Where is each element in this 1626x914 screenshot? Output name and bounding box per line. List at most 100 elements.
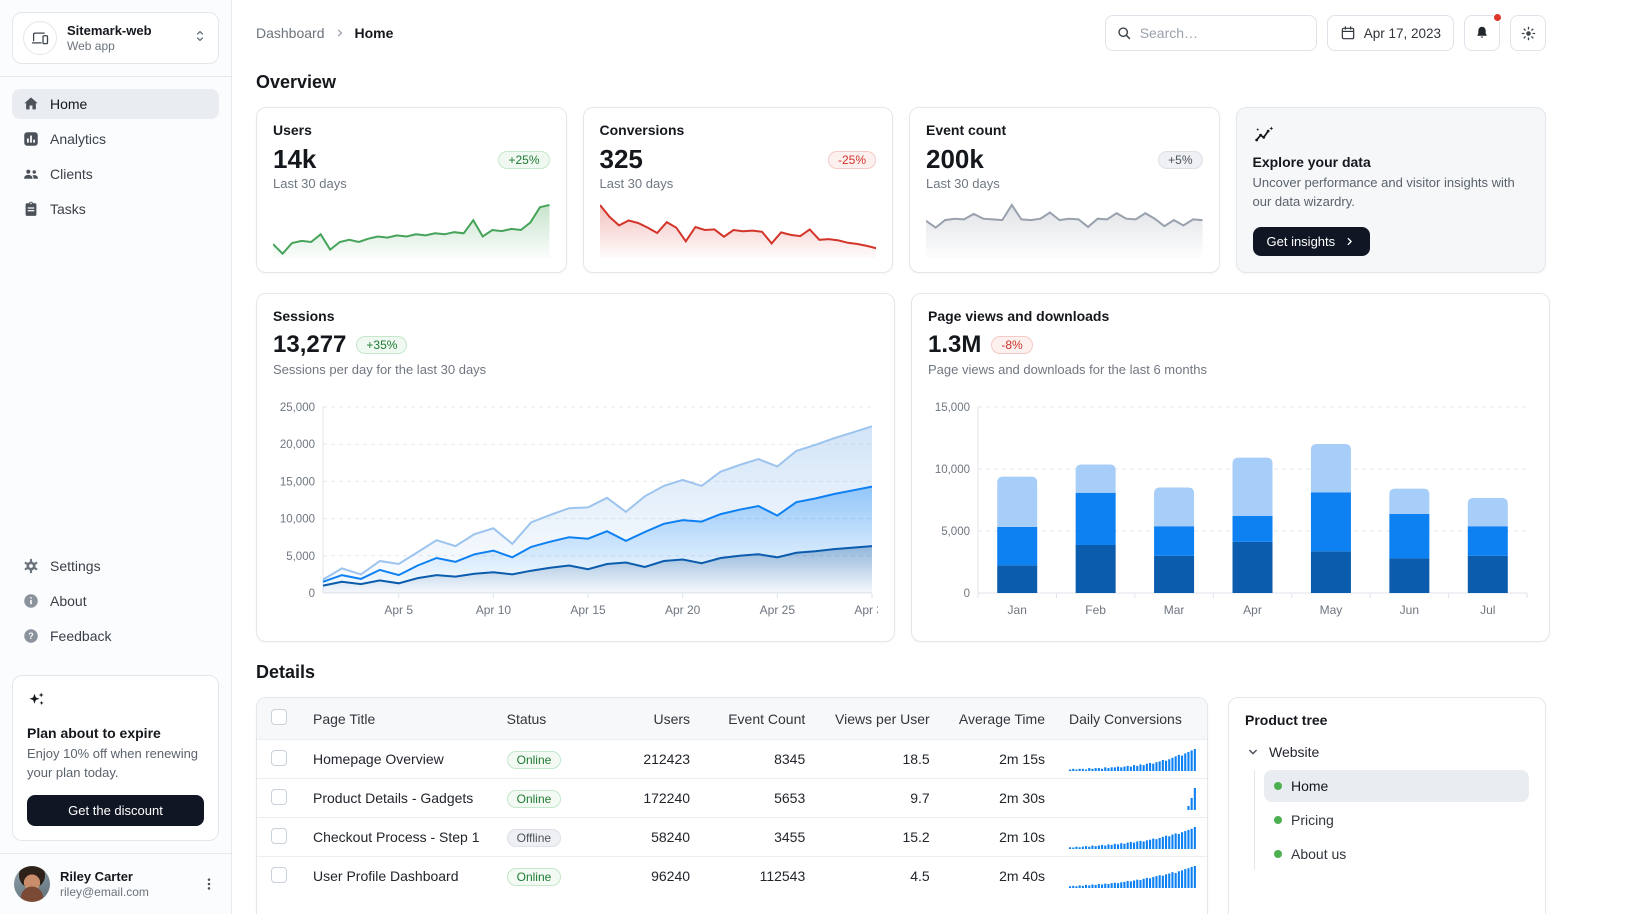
- plan-expiry-card: Plan about to expire Enjoy 10% off when …: [12, 675, 219, 841]
- tree-item-label: About us: [1291, 846, 1347, 862]
- sidebar: Sitemark-web Web app Home Analytics Clie…: [0, 0, 232, 914]
- cell-views-per-user: 15.2: [817, 817, 942, 857]
- sessions-title: Sessions: [273, 308, 335, 324]
- analytics-icon: [22, 130, 40, 148]
- cell-event-count: 3455: [702, 817, 818, 857]
- cell-page-title: Checkout Process - Step 1: [301, 817, 495, 857]
- tree-item-about-us[interactable]: About us: [1264, 838, 1529, 870]
- cell-event-count: 8345: [702, 739, 818, 779]
- users-sparkline: [273, 196, 550, 258]
- tree-bullet-icon: [1274, 782, 1282, 790]
- details-table: Page Title Status Users Event Count View…: [257, 698, 1207, 895]
- breadcrumb-dashboard[interactable]: Dashboard: [256, 25, 325, 41]
- notifications-button[interactable]: [1464, 13, 1502, 51]
- stat-card-value: 325: [599, 144, 643, 174]
- daily-conversions-sparkbars: [1057, 778, 1207, 818]
- user-name: Riley Carter: [60, 868, 133, 884]
- sidebar-item-analytics[interactable]: Analytics: [12, 124, 219, 154]
- plan-card-body: Enjoy 10% off when renewing your plan to…: [27, 746, 199, 781]
- sun-icon: [1520, 25, 1537, 42]
- sessions-caption: Sessions per day for the last 30 days: [273, 362, 487, 377]
- details-table-card: Page Title Status Users Event Count View…: [256, 697, 1208, 914]
- cell-views-per-user: 18.5: [817, 739, 942, 779]
- theme-toggle-button[interactable]: [1510, 15, 1546, 51]
- search-icon: [1116, 25, 1132, 41]
- row-checkbox[interactable]: [271, 827, 287, 844]
- trend-chip: +25%: [498, 150, 550, 169]
- notification-badge: [1493, 13, 1502, 22]
- row-checkbox[interactable]: [271, 788, 287, 805]
- svg-text:Apr 5: Apr 5: [384, 603, 413, 617]
- sessions-value: 13,277: [273, 331, 347, 358]
- date-picker-button[interactable]: Apr 17, 2023: [1326, 15, 1454, 51]
- explore-card-title: Explore your data: [1252, 154, 1371, 170]
- dots-vertical-icon[interactable]: [201, 876, 217, 892]
- sparkle-icon: [27, 692, 47, 714]
- tree-item-home[interactable]: Home: [1264, 770, 1529, 802]
- svg-text:Jan: Jan: [1008, 603, 1027, 617]
- date-label: Apr 17, 2023: [1363, 25, 1441, 41]
- svg-text:10,000: 10,000: [935, 464, 970, 476]
- workspace-selector[interactable]: Sitemark-web Web app: [12, 12, 219, 64]
- sidebar-item-label: Feedback: [50, 628, 112, 645]
- pageviews-caption: Page views and downloads for the last 6 …: [928, 362, 1207, 377]
- pageviews-chart-card: Page views and downloads 1.3M -8% Page v…: [911, 293, 1550, 642]
- chevron-right-icon: [333, 26, 347, 40]
- sidebar-item-about[interactable]: About: [12, 586, 219, 616]
- svg-text:Apr 30: Apr 30: [854, 603, 878, 617]
- row-checkbox[interactable]: [271, 749, 287, 766]
- status-badge: Online: [506, 751, 562, 769]
- sidebar-item-label: Tasks: [50, 201, 86, 217]
- stat-card-value: 200k: [926, 144, 984, 174]
- sidebar-item-home[interactable]: Home: [12, 89, 219, 119]
- stat-card-event-count: Event count 200k +5% Last 30 days: [909, 107, 1220, 273]
- get-insights-button[interactable]: Get insights: [1252, 227, 1371, 256]
- tree-bullet-icon: [1274, 816, 1282, 824]
- status-badge: Online: [506, 868, 562, 886]
- column-header: Event Count: [728, 710, 806, 727]
- stat-cards: Users 14k +25% Last 30 days Conversions …: [256, 107, 1546, 273]
- tree-children: Home Pricing About us: [1254, 770, 1529, 870]
- workspace-devices-icon: [23, 21, 57, 55]
- column-header: Page Title: [313, 710, 376, 727]
- main-content: Dashboard Home Apr 17, 2023: [232, 0, 1626, 914]
- cell-users: 212423: [596, 739, 703, 779]
- tree-root-label: Website: [1269, 744, 1320, 760]
- tree-item-website[interactable]: Website: [1245, 736, 1529, 768]
- topbar-controls: Apr 17, 2023: [1104, 13, 1546, 51]
- bell-icon: [1474, 25, 1490, 41]
- cell-page-title: Product Details - Gadgets: [301, 778, 495, 818]
- select-all-checkbox[interactable]: [271, 709, 287, 725]
- svg-text:20,000: 20,000: [280, 439, 315, 451]
- svg-text:15,000: 15,000: [280, 476, 315, 488]
- cell-views-per-user: 9.7: [817, 778, 942, 818]
- sidebar-item-settings[interactable]: Settings: [12, 551, 219, 581]
- sidebar-item-tasks[interactable]: Tasks: [12, 194, 219, 224]
- sidebar-item-label: About: [50, 593, 87, 610]
- cell-users: 96240: [596, 856, 703, 895]
- get-discount-button[interactable]: Get the discount: [27, 795, 204, 826]
- sidebar-item-clients[interactable]: Clients: [12, 159, 219, 189]
- details-title: Details: [256, 662, 316, 682]
- row-checkbox[interactable]: [271, 866, 287, 883]
- cell-average-time: 2m 40s: [941, 856, 1057, 895]
- tree-item-pricing[interactable]: Pricing: [1264, 804, 1529, 836]
- stat-card-value: 14k: [273, 144, 317, 174]
- sidebar-spacer: [0, 236, 231, 539]
- svg-text:15,000: 15,000: [935, 402, 970, 414]
- svg-text:5,000: 5,000: [941, 526, 970, 538]
- table-row: User Profile Dashboard Online 96240 1125…: [257, 856, 1207, 895]
- cell-event-count: 5653: [702, 778, 818, 818]
- explore-card-body: Uncover performance and visitor insights…: [1252, 175, 1515, 209]
- get-insights-label: Get insights: [1266, 234, 1336, 249]
- svg-text:Apr 25: Apr 25: [760, 603, 796, 617]
- stat-card-conversions: Conversions 325 -25% Last 30 days: [582, 107, 893, 273]
- sidebar-item-feedback[interactable]: ? Feedback: [12, 621, 219, 651]
- search-input[interactable]: [1139, 25, 1306, 41]
- svg-text:0: 0: [309, 588, 315, 600]
- topbar: Dashboard Home Apr 17, 2023: [256, 13, 1546, 52]
- cell-users: 58240: [596, 817, 703, 857]
- stat-card-caption: Last 30 days: [599, 176, 674, 191]
- stat-card-users: Users 14k +25% Last 30 days: [256, 107, 567, 273]
- plan-card-title: Plan about to expire: [27, 725, 161, 742]
